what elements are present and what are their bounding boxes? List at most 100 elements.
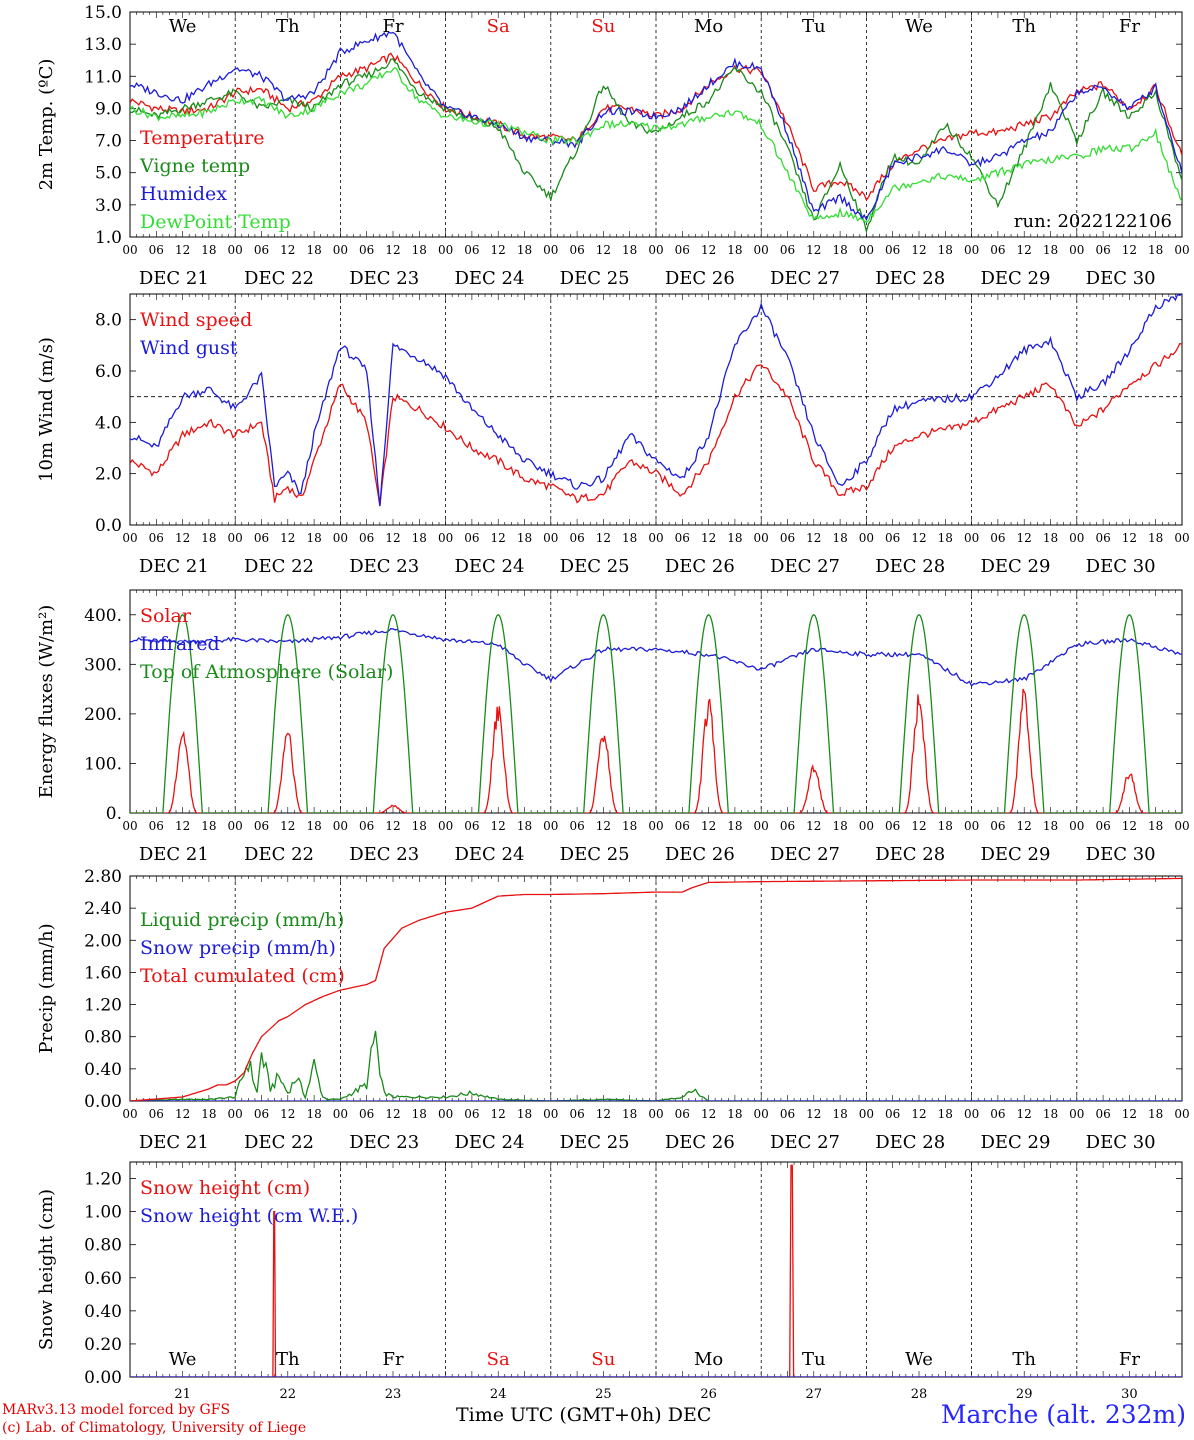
legend-entry: Wind speed [140,309,252,331]
hour-tick-label: 12 [806,819,821,833]
hour-tick-label: 06 [1095,819,1110,833]
hour-tick-label: 00 [228,531,243,545]
hour-tick-label: 06 [885,1107,900,1121]
legend-entry: Vigne temp [139,155,250,177]
hour-tick-label: 00 [964,819,979,833]
hour-tick-label: 12 [911,243,926,257]
hour-tick-label: 00 [1069,531,1084,545]
hour-tick-label: 06 [569,243,584,257]
date-label: DEC 24 [454,844,524,865]
date-label: DEC 30 [1086,556,1156,577]
date-label: DEC 28 [875,556,945,577]
hour-tick-label: 12 [911,531,926,545]
y-tick-label: 0.80 [84,1028,122,1048]
y-tick-label: 0.0 [95,516,122,536]
y-axis-label: 2m Temp. (ºC) [36,59,57,191]
y-axis-label: Energy fluxes (W/m²) [36,605,57,799]
hour-tick-label: 12 [385,819,400,833]
y-tick-label: 9.0 [95,99,122,119]
hour-tick-label: 00 [333,243,348,257]
hour-tick-label: 06 [464,243,479,257]
hour-tick-label: 06 [675,243,690,257]
plot-frame [129,589,1183,814]
weekday-label: Fr [1119,16,1140,37]
hour-tick-label: 00 [1174,243,1189,257]
x-axis-title: Time UTC (GMT+0h) DEC [456,1404,712,1426]
credit-model: MARv3.13 model forced by GFS [2,1402,231,1418]
hour-tick-label: 00 [1174,1107,1189,1121]
run-annotation: run: 2022122106 [1014,211,1172,232]
hour-tick-label: 18 [412,243,427,257]
y-tick-label: 1.20 [84,996,122,1016]
date-label: DEC 23 [349,844,419,865]
hour-tick-label: 18 [1148,531,1163,545]
weekday-label: We [905,16,933,37]
hour-tick-label: 06 [990,243,1005,257]
weekday-label: Su [591,1349,615,1370]
station-name: Marche (alt. 232m) [940,1400,1186,1429]
hour-tick-label: 00 [754,819,769,833]
date-label: DEC 30 [1086,1132,1156,1153]
hour-tick-label: 18 [832,243,847,257]
y-tick-label: 3.0 [95,196,122,216]
series-line-dewpoint-temp [130,66,1182,223]
legend-entry: Solar [140,605,192,627]
panel-wind [129,293,1183,526]
y-tick-label: 100. [84,754,122,774]
hour-tick-label: 12 [806,1107,821,1121]
weekday-label: Su [591,16,615,37]
series-line-top-of-atmosphere-solar- [130,614,1182,813]
hour-tick-label: 18 [1148,1107,1163,1121]
hour-tick-label: 06 [464,819,479,833]
hour-tick-label: 00 [543,531,558,545]
date-label: DEC 30 [1086,268,1156,289]
legend-entry: Liquid precip (mm/h) [140,909,344,931]
hour-tick-label: 00 [648,1107,663,1121]
weekday-label: We [169,1349,197,1370]
hour-tick-label: 00 [543,819,558,833]
hour-tick-label: 12 [175,531,190,545]
hour-tick-label: 18 [1043,819,1058,833]
y-tick-label: 2.40 [84,899,122,919]
hour-tick-label: 18 [201,531,216,545]
hour-tick-label: 12 [385,243,400,257]
y-tick-label: 11.0 [84,67,122,87]
hour-tick-label: 12 [175,243,190,257]
series-line-humidex [130,31,1182,222]
date-label: DEC 23 [349,268,419,289]
hour-tick-label: 12 [701,819,716,833]
hour-tick-label: 18 [306,531,321,545]
series-line-infrared [130,628,1182,688]
hour-tick-label: 12 [1122,531,1137,545]
weekday-label: Tu [802,16,826,37]
hour-tick-label: 18 [412,1107,427,1121]
hour-tick-label: 12 [491,243,506,257]
hour-tick-label: 00 [122,819,137,833]
day-number-label: 29 [1016,1387,1033,1402]
hour-tick-label: 18 [412,531,427,545]
hour-tick-label: 00 [754,1107,769,1121]
y-tick-label: 0.40 [84,1302,122,1322]
y-tick-label: 4.0 [95,413,122,433]
hour-tick-label: 18 [201,819,216,833]
hour-tick-label: 06 [254,819,269,833]
y-tick-label: 13.0 [84,35,122,55]
hour-tick-label: 00 [333,819,348,833]
day-number-label: 26 [700,1387,717,1402]
date-label: DEC 25 [560,268,630,289]
hour-tick-label: 18 [622,1107,637,1121]
date-label: DEC 28 [875,844,945,865]
hour-tick-label: 12 [280,1107,295,1121]
legend-entry: Infrared [140,633,220,655]
weekday-label: Sa [487,1349,510,1370]
hour-tick-label: 18 [622,243,637,257]
hour-tick-label: 18 [306,1107,321,1121]
date-label: DEC 22 [244,844,314,865]
y-tick-label: 7.0 [95,132,122,152]
hour-tick-label: 00 [859,243,874,257]
y-tick-label: 6.0 [95,362,122,382]
date-label: DEC 24 [454,268,524,289]
y-tick-label: 1.00 [84,1203,122,1223]
hour-tick-label: 12 [175,1107,190,1121]
hour-tick-label: 00 [1069,1107,1084,1121]
